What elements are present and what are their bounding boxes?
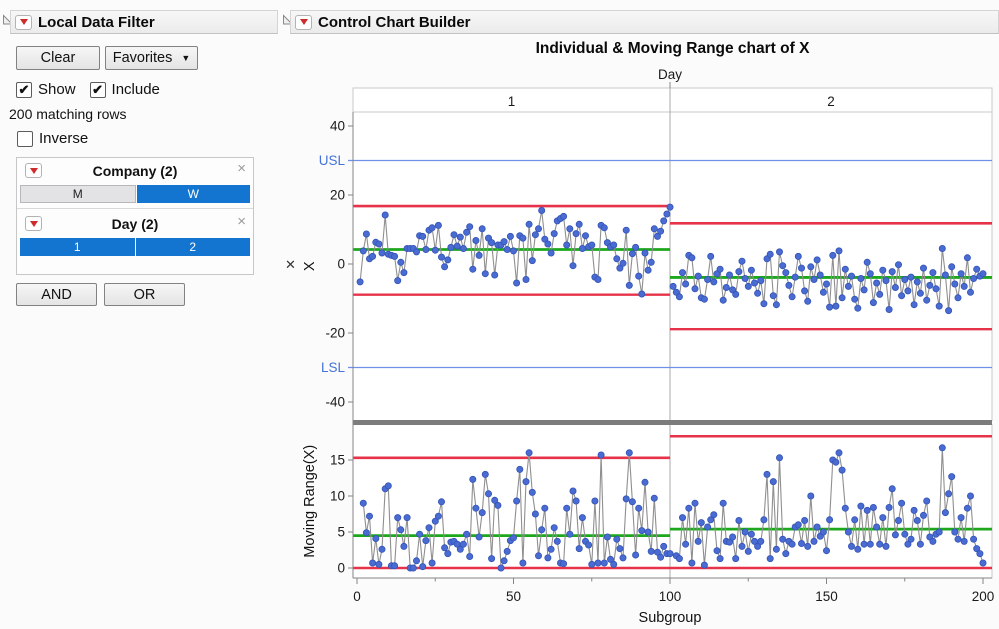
svg-text:20: 20 (330, 188, 345, 203)
show-label: Show (38, 81, 76, 98)
filter-group-red-triangle-menu-icon[interactable] (25, 216, 42, 231)
local-data-filter-title: Local Data Filter (38, 13, 155, 31)
panel-splitter-handle[interactable]: ✕ (285, 257, 296, 272)
svg-text:200: 200 (972, 589, 995, 604)
filter-value-button[interactable]: 2 (135, 238, 250, 256)
phase-band: 1 2 Day (508, 67, 835, 109)
matching-rows-text: 200 matching rows (9, 106, 127, 122)
include-checkbox[interactable]: ✔ (89, 81, 106, 98)
individuals-data-phase-1[interactable] (356, 203, 674, 298)
panel-splitter-bar[interactable] (353, 420, 992, 425)
axis-titles: X Moving Range(X) Subgroup (302, 261, 701, 626)
svg-text:50: 50 (506, 589, 521, 604)
clear-button[interactable]: Clear (16, 46, 100, 70)
svg-text:LSL: LSL (321, 360, 346, 375)
inverse-checkbox-row: Inverse (17, 130, 88, 147)
clear-button-label: Clear (40, 50, 76, 66)
filter-red-triangle-menu-icon[interactable] (15, 14, 32, 30)
filter-group-separator (17, 208, 253, 209)
svg-text:1: 1 (508, 94, 516, 109)
filter-value-button[interactable]: M (20, 185, 136, 203)
svg-text:0: 0 (353, 589, 361, 604)
filter-group-label: Day (2) (111, 215, 159, 232)
inverse-label: Inverse (39, 130, 89, 147)
show-checkbox-row: ✔ Show ✔ Include (16, 81, 160, 98)
moving-range-data-phase-1[interactable] (359, 449, 674, 572)
favorites-dropdown-button[interactable]: Favorites ▼ (105, 46, 198, 70)
filter-group-label: Company (2) (92, 162, 178, 179)
svg-text:2: 2 (827, 94, 835, 109)
report-red-triangle-menu-icon[interactable] (295, 14, 312, 30)
individuals-data-phase-2[interactable] (669, 244, 987, 315)
svg-text:-40: -40 (325, 395, 345, 410)
inverse-checkbox[interactable] (17, 130, 33, 147)
and-button[interactable]: AND (16, 283, 97, 306)
svg-text:40: 40 (330, 119, 345, 134)
moving-range-data-phase-2[interactable] (672, 444, 987, 569)
filter-value-button[interactable]: 1 (20, 238, 135, 256)
filter-group-red-triangle-menu-icon[interactable] (25, 163, 42, 178)
favorites-button-label: Favorites (112, 50, 173, 66)
local-data-filter-header: Local Data Filter (10, 10, 278, 34)
and-button-label: AND (41, 286, 72, 303)
plot-frames (352, 87, 993, 579)
svg-text:-20: -20 (325, 326, 345, 341)
include-label: Include (111, 81, 160, 98)
control-chart-builder-title: Control Chart Builder (318, 13, 471, 31)
filter-group-header: Company (2) × (17, 158, 253, 183)
svg-text:10: 10 (330, 489, 345, 504)
control-chart-builder-header: Control Chart Builder (290, 10, 999, 34)
svg-text:USL: USL (319, 153, 346, 168)
svg-text:Subgroup: Subgroup (639, 610, 702, 626)
svg-text:15: 15 (330, 453, 345, 468)
or-button-label: OR (133, 286, 156, 303)
filter-groups-box: Company (2) × M W Day (2) × 1 2 (16, 157, 254, 275)
svg-text:100: 100 (659, 589, 682, 604)
svg-text:Moving Range(X): Moving Range(X) (302, 445, 318, 558)
spec-limit-lines: USL LSL (319, 153, 992, 375)
remove-filter-icon[interactable]: × (237, 160, 246, 177)
svg-text:0: 0 (337, 561, 345, 576)
chart-title: Individual & Moving Range chart of X (535, 40, 810, 57)
svg-text:X: X (302, 261, 318, 271)
disclosure-triangle-report[interactable] (282, 14, 293, 25)
remove-filter-icon[interactable]: × (237, 213, 246, 230)
svg-text:150: 150 (815, 589, 838, 604)
or-button[interactable]: OR (104, 283, 185, 306)
show-checkbox[interactable]: ✔ (16, 81, 32, 98)
dropdown-arrow-icon: ▼ (181, 53, 191, 63)
svg-text:Day: Day (658, 67, 682, 82)
disclosure-triangle-filter[interactable] (2, 14, 13, 25)
svg-text:0: 0 (337, 257, 345, 272)
filter-group-header: Day (2) × (17, 211, 253, 236)
filter-value-button[interactable]: W (136, 185, 250, 203)
svg-text:5: 5 (337, 525, 345, 540)
